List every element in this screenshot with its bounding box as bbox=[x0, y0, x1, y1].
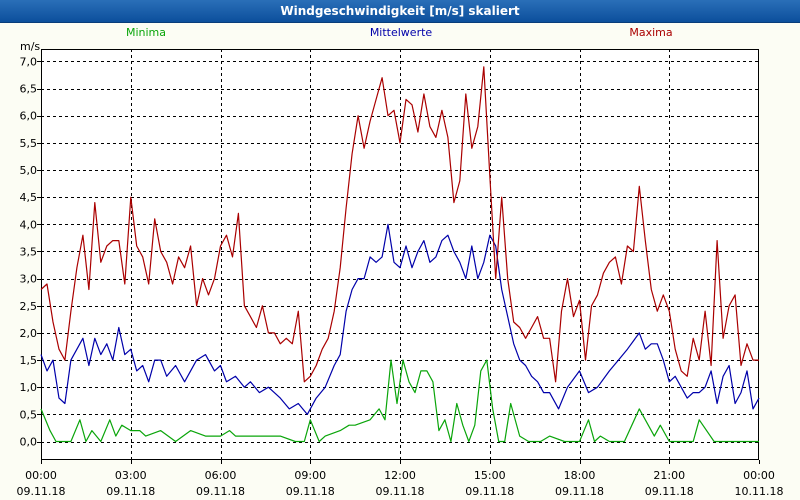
y-tick-label: 5,5 bbox=[20, 137, 38, 150]
y-tick-label: 6,0 bbox=[20, 110, 38, 123]
x-tick-date-label: 09.11.18 bbox=[286, 485, 335, 498]
legend-entry-minima[interactable]: Minima bbox=[126, 26, 166, 39]
y-tick-label: 6,5 bbox=[20, 83, 38, 96]
x-tick-time-label: 15:00 bbox=[474, 469, 506, 482]
x-tick-time-label: 09:00 bbox=[294, 469, 326, 482]
y-tick-label: 2,5 bbox=[20, 300, 38, 313]
y-axis-label: m/s bbox=[20, 40, 40, 53]
x-tick-date-label: 09.11.18 bbox=[106, 485, 155, 498]
y-tick-label: 0,0 bbox=[20, 436, 38, 449]
y-tick-label: 2,0 bbox=[20, 327, 38, 340]
chart-title: Windgeschwindigkeit [m/s] skaliert bbox=[0, 0, 800, 23]
x-tick-time-label: 00:00 bbox=[25, 469, 57, 482]
x-tick-date-label: 09.11.18 bbox=[376, 485, 425, 498]
x-tick-date-label: 09.11.18 bbox=[465, 485, 514, 498]
x-tick-time-label: 21:00 bbox=[653, 469, 685, 482]
y-tick-label: 3,0 bbox=[20, 273, 38, 286]
series-line-minima bbox=[40, 359, 759, 443]
y-tick-label: 4,5 bbox=[20, 191, 38, 204]
x-tick-date-label: 09.11.18 bbox=[17, 485, 66, 498]
x-tick-time-label: 00:00 bbox=[743, 469, 775, 482]
y-tick-label: 4,0 bbox=[20, 218, 38, 231]
legend-entry-maxima[interactable]: Maxima bbox=[629, 26, 672, 39]
plot-frame bbox=[41, 49, 759, 460]
legend-entry-mittelwerte[interactable]: Mittelwerte bbox=[370, 26, 433, 39]
x-tick-time-label: 12:00 bbox=[384, 469, 416, 482]
y-tick-label: 1,0 bbox=[20, 381, 38, 394]
y-tick-label: 0,5 bbox=[20, 408, 38, 421]
x-tick-time-label: 06:00 bbox=[205, 469, 237, 482]
x-tick-date-label: 09.11.18 bbox=[555, 485, 604, 498]
x-tick-date-label: 09.11.18 bbox=[196, 485, 245, 498]
x-tick-time-label: 18:00 bbox=[564, 469, 596, 482]
series-line-mittelwerte bbox=[40, 223, 760, 415]
y-tick-label: 5,0 bbox=[20, 164, 38, 177]
series-line-maxima bbox=[40, 66, 759, 383]
y-tick-label: 3,5 bbox=[20, 245, 38, 258]
x-tick-time-label: 03:00 bbox=[115, 469, 147, 482]
y-tick-label: 1,5 bbox=[20, 354, 38, 367]
y-tick-label: 7,0 bbox=[20, 55, 38, 68]
x-tick-date-label: 09.11.18 bbox=[645, 485, 694, 498]
x-tick-date-label: 10.11.18 bbox=[735, 485, 784, 498]
